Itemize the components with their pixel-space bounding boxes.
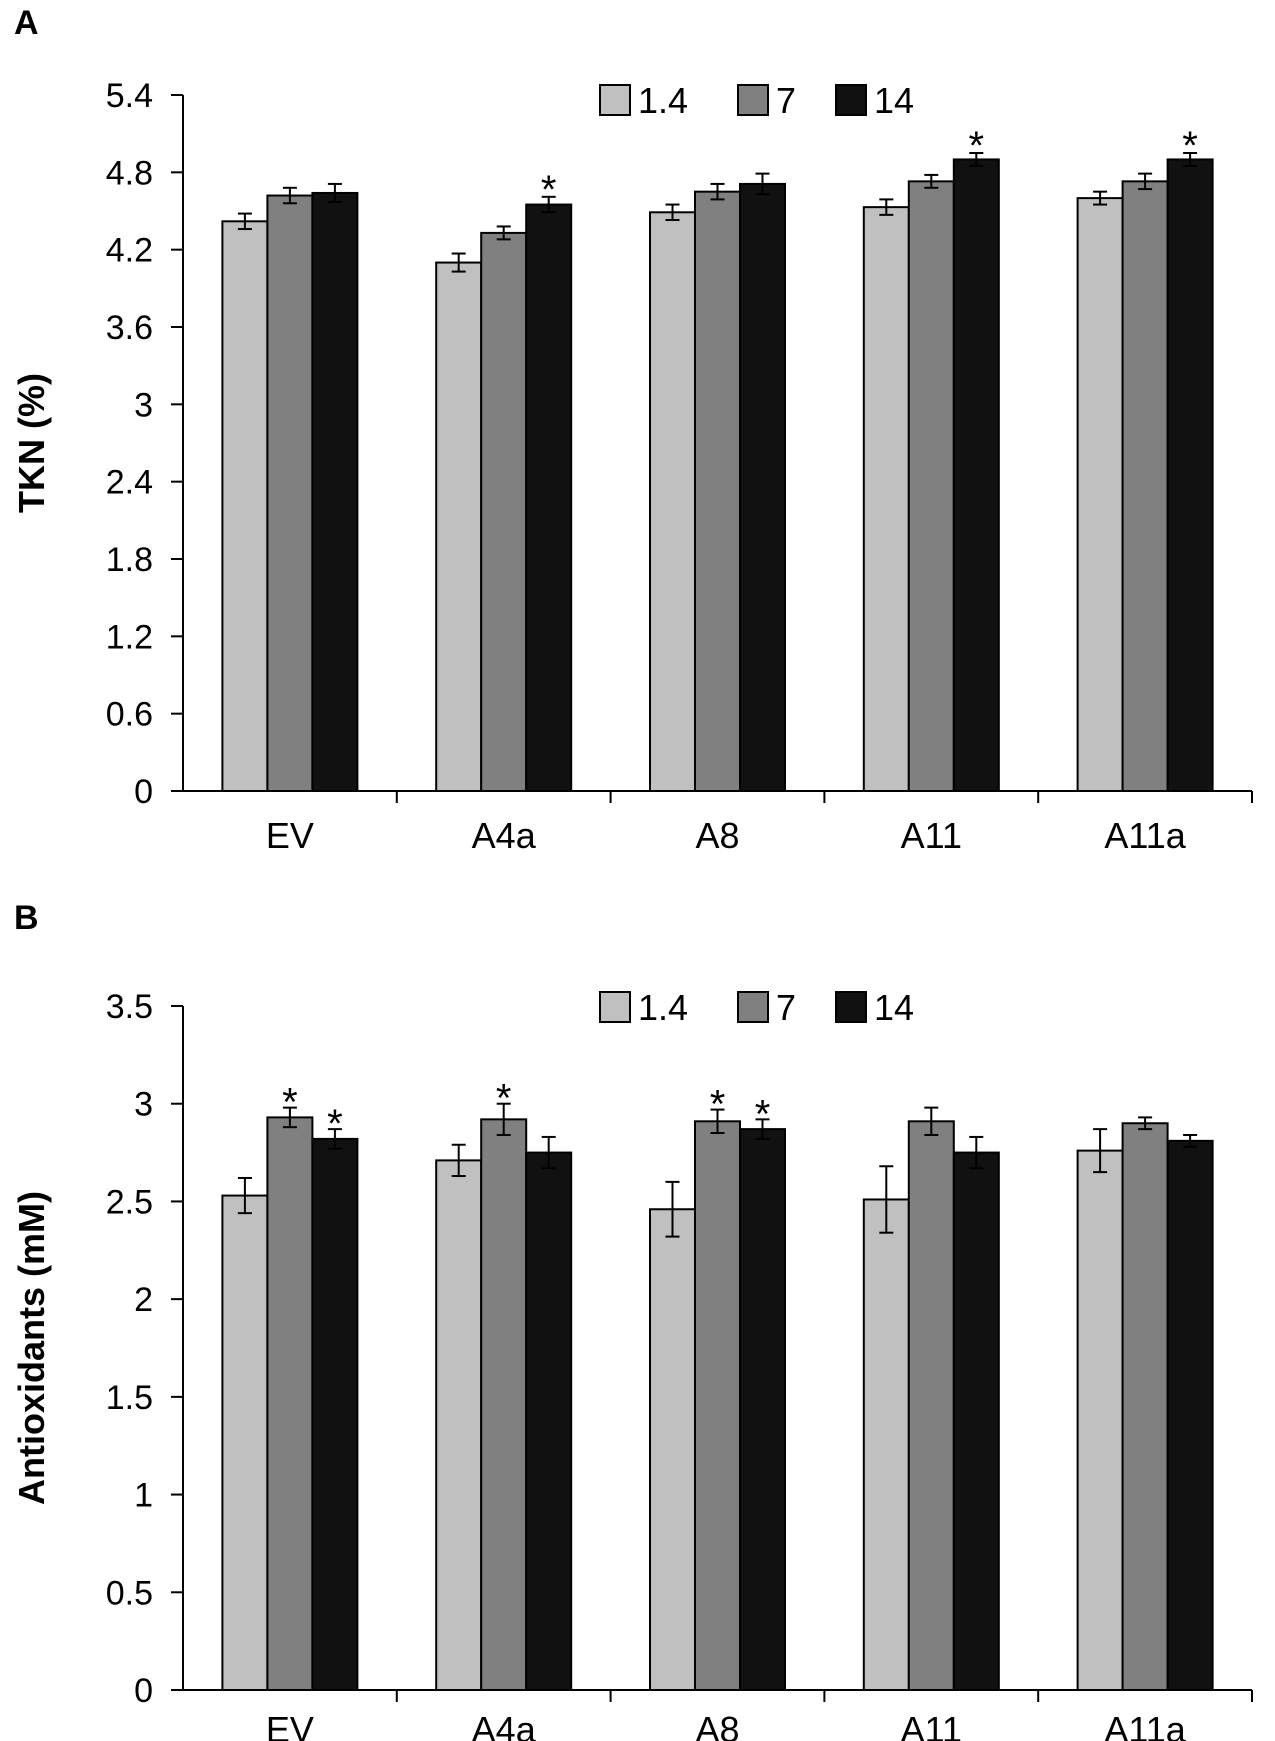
bar [739, 1128, 786, 1691]
y-tick-label: 2.4 [106, 464, 153, 502]
bar [311, 191, 359, 792]
y-tick-label: 1.2 [106, 618, 153, 656]
panel-letter: B [14, 899, 39, 937]
x-tick-label: A11a [1104, 1709, 1186, 1741]
bar [1121, 1122, 1169, 1692]
legend-swatch [835, 991, 867, 1023]
legend-label: 7 [776, 987, 796, 1028]
x-tick-label: A11a [1104, 815, 1186, 856]
bar [1166, 158, 1214, 792]
bar [525, 203, 573, 793]
bar [266, 194, 314, 793]
x-tick-label: A8 [695, 815, 739, 856]
significance-mark: * [327, 1102, 343, 1146]
y-tick-label: 0 [134, 773, 153, 811]
panel-b: B 0 0.5 1 1.5 2 2.5 3 3.5 Antioxidants (mM) EV * * A4… [11, 899, 1253, 1741]
bar [739, 182, 786, 792]
bar [694, 190, 741, 792]
bar [649, 211, 696, 793]
legend-swatch [737, 991, 769, 1023]
y-tick-label: 0 [134, 1672, 153, 1710]
y-tick-label: 1.5 [106, 1379, 153, 1417]
bar [480, 1118, 528, 1691]
y-tick-label: 4.2 [106, 232, 153, 270]
significance-mark: * [755, 1092, 771, 1136]
legend-swatch [599, 991, 631, 1023]
panel-a: A 0 0.6 1.2 1.8 2.4 3 3.6 4.2 4.8 5.4 TKN (%) EV A4a *… [11, 4, 1253, 856]
bar [952, 1151, 1000, 1691]
y-axis-title: Antioxidants (mM) [11, 1191, 52, 1505]
bar [221, 1194, 269, 1691]
bar [952, 158, 1000, 792]
y-tick-label: 3.6 [106, 309, 153, 347]
significance-mark: * [541, 168, 557, 212]
bar [649, 1208, 696, 1691]
y-tick-label: 5.4 [106, 77, 153, 115]
y-tick-label: 3.5 [106, 988, 153, 1026]
x-tick-label: EV [266, 1709, 314, 1741]
bar [1076, 1149, 1124, 1692]
bar [694, 1120, 741, 1691]
x-tick-label: A4a [472, 815, 537, 856]
bar [1076, 197, 1124, 793]
x-tick-label: A11 [901, 1709, 962, 1741]
legend-swatch [599, 84, 631, 116]
bar [435, 261, 483, 792]
bar [311, 1137, 359, 1692]
bar [266, 1116, 314, 1691]
y-tick-label: 3 [134, 386, 153, 424]
bar [862, 1198, 910, 1691]
bar [525, 1151, 573, 1691]
significance-mark: * [282, 1081, 298, 1125]
y-tick-label: 1 [134, 1477, 153, 1515]
legend-label: 14 [874, 80, 914, 121]
significance-mark: * [969, 124, 985, 168]
y-tick-label: 2.5 [106, 1183, 153, 1221]
bar [1166, 1139, 1214, 1691]
legend-label: 1.4 [638, 80, 688, 121]
panel-letter: A [14, 4, 39, 42]
y-tick-label: 4.8 [106, 154, 153, 192]
bar [1121, 180, 1169, 793]
bar [862, 206, 910, 792]
significance-mark: * [1182, 124, 1198, 168]
y-tick-label: 2 [134, 1281, 153, 1319]
significance-mark: * [496, 1077, 512, 1121]
x-tick-label: A11 [901, 815, 962, 856]
x-tick-label: EV [266, 815, 314, 856]
x-tick-label: A8 [695, 1709, 739, 1741]
x-tick-label: A4a [472, 1709, 537, 1741]
bar [907, 1120, 955, 1691]
y-axis-title: TKN (%) [11, 373, 52, 513]
bar [480, 231, 528, 792]
legend-label: 14 [874, 987, 914, 1028]
bar [907, 180, 955, 793]
legend-label: 7 [776, 80, 796, 121]
y-tick-label: 1.8 [106, 541, 153, 579]
legend-swatch [737, 84, 769, 116]
bar [435, 1159, 483, 1691]
y-tick-label: 0.5 [106, 1574, 153, 1612]
legend-swatch [835, 84, 867, 116]
bar [221, 220, 269, 793]
significance-mark: * [710, 1083, 726, 1127]
legend-label: 1.4 [638, 987, 688, 1028]
y-tick-label: 3 [134, 1086, 153, 1124]
y-tick-label: 0.6 [106, 696, 153, 734]
